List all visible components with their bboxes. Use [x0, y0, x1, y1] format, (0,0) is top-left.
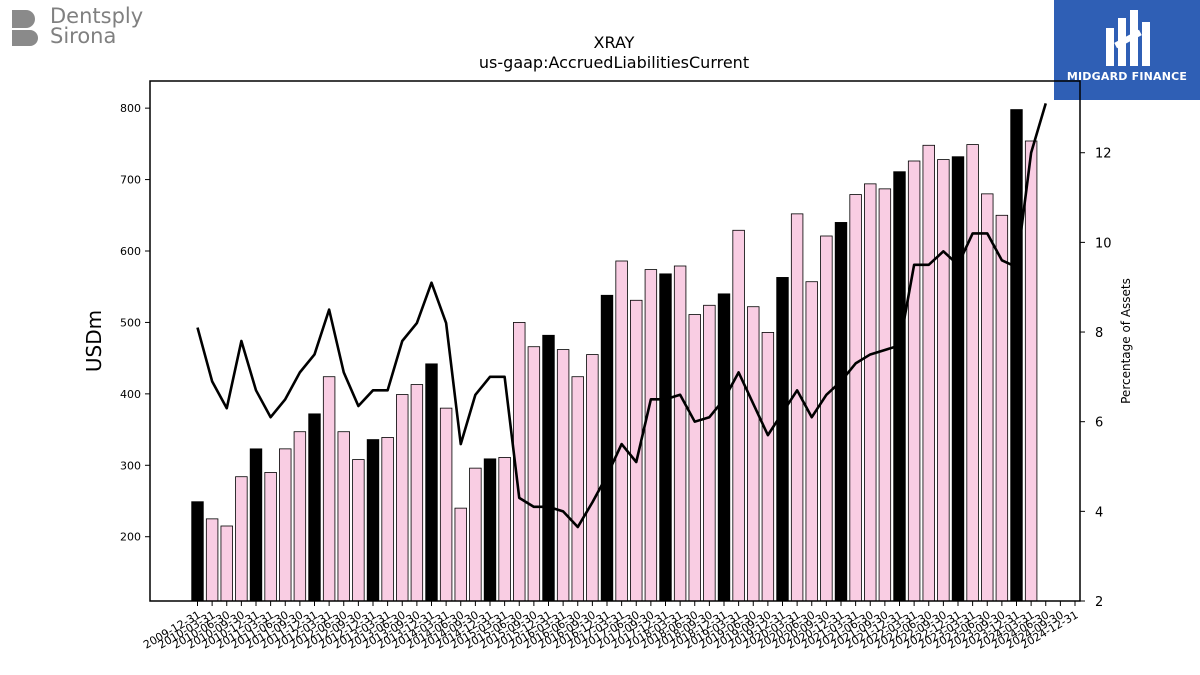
bar [322, 376, 336, 602]
chart-subtitle: us-gaap:AccruedLiabilitiesCurrent [479, 53, 749, 72]
bar [308, 413, 321, 602]
bar-series [191, 109, 1038, 602]
bar [600, 294, 614, 602]
bar [483, 458, 497, 602]
y-tick-label: 700 [120, 174, 141, 187]
bar [849, 194, 862, 602]
y-tick-label: 800 [120, 102, 141, 115]
y-tick-label: 200 [120, 531, 141, 544]
y-axis-label: USDm [82, 310, 106, 372]
bar [469, 467, 482, 602]
bar [717, 293, 731, 602]
bar [337, 431, 350, 602]
bar [1010, 109, 1023, 602]
plot-frame [149, 80, 1081, 602]
y2-tick-label: 10 [1095, 236, 1112, 251]
bar [673, 265, 687, 602]
bar [556, 349, 570, 602]
bar [293, 431, 307, 602]
bar [747, 306, 760, 602]
y2-tick-label: 8 [1095, 326, 1103, 341]
bar [893, 171, 906, 602]
midgard-finance-badge: MIDGARD FINANCE [1054, 0, 1200, 100]
bar [659, 273, 672, 602]
y-tick-label: 500 [120, 316, 141, 329]
bar [703, 304, 716, 602]
bar [951, 156, 965, 602]
bar [249, 448, 263, 602]
bar [995, 214, 1009, 602]
y2-tick-label: 2 [1095, 595, 1103, 610]
bar [966, 144, 979, 602]
bar [454, 507, 467, 602]
bar [366, 439, 380, 602]
bar [571, 376, 584, 602]
chart-title: XRAY [594, 33, 635, 52]
bar [279, 448, 292, 602]
plot-border [149, 80, 1081, 602]
bar [352, 459, 365, 602]
bar [498, 457, 511, 602]
y-tick-label: 300 [120, 459, 141, 472]
bar [439, 407, 453, 602]
bar [878, 188, 892, 602]
bar [644, 269, 658, 602]
dentsply-logo-icon [12, 10, 38, 46]
y2-tick-label: 4 [1095, 505, 1103, 520]
bar [805, 281, 818, 602]
bar [630, 299, 643, 602]
logo-line-1: Dentsply [50, 4, 144, 28]
bar [688, 314, 701, 602]
y2-tick-label: 6 [1095, 416, 1103, 431]
bar [922, 144, 935, 602]
bar [220, 525, 233, 602]
bar [907, 160, 921, 602]
bar [205, 518, 219, 602]
midgard-logo-icon [1106, 10, 1150, 66]
bar [235, 476, 248, 602]
y-tick-label: 600 [120, 245, 141, 258]
logo-text: Dentsply Sirona [50, 4, 144, 48]
bar [586, 354, 599, 602]
dentsply-sirona-logo: Dentsply Sirona [8, 6, 168, 48]
bar [864, 183, 877, 602]
bar [527, 346, 541, 602]
bar [542, 334, 555, 602]
y2-tick-label: 12 [1095, 147, 1112, 162]
percentage-line [196, 103, 1047, 529]
bar [410, 384, 424, 602]
bar [981, 193, 994, 602]
bar [937, 159, 950, 602]
bar [834, 222, 848, 602]
bar [264, 472, 277, 602]
bar [396, 394, 409, 602]
bar [761, 332, 775, 602]
bar [820, 235, 833, 602]
x-axis: 2009-12-312010-03-312010-06-302010-09-30… [141, 601, 1081, 652]
y2-axis-label: Percentage of Assets [1119, 278, 1133, 404]
bar [381, 437, 394, 602]
bar [425, 363, 438, 602]
y-tick-label: 400 [120, 388, 141, 401]
logo-line-2: Sirona [50, 24, 117, 48]
right-axis: 2 4 6 8 10 12 [1080, 147, 1112, 610]
bar [1024, 140, 1038, 602]
bar [790, 213, 804, 602]
bar [191, 501, 204, 602]
badge-text: MIDGARD FINANCE [1066, 70, 1188, 83]
bar [732, 229, 745, 602]
bar [776, 277, 789, 602]
line-series [196, 103, 1047, 529]
bar [615, 260, 628, 602]
left-axis: 200 300 400 500 600 700 800 [120, 102, 150, 544]
